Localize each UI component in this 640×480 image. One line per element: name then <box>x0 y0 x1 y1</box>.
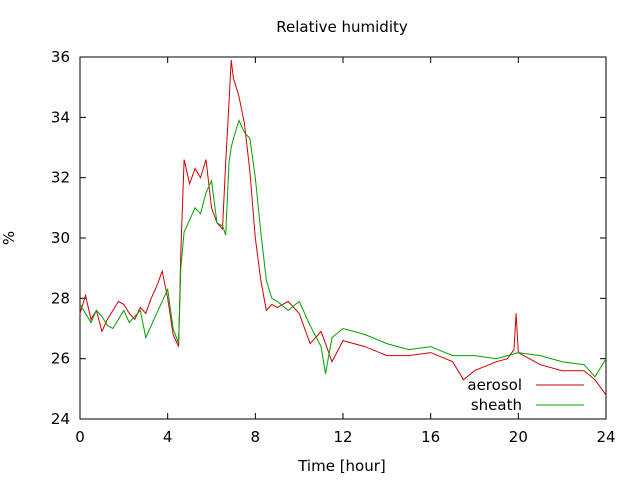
y-tick-label: 26 <box>51 350 70 368</box>
x-tick-label: 12 <box>333 428 352 446</box>
x-axis-ticks: 0 4 8 12 16 20 24 <box>75 57 616 446</box>
x-tick-label: 0 <box>75 428 85 446</box>
y-axis-label: % <box>0 231 18 245</box>
x-tick-label: 4 <box>163 428 173 446</box>
x-tick-label: 16 <box>421 428 440 446</box>
series-line-sheath <box>79 118 607 378</box>
y-tick-label: 24 <box>51 410 70 428</box>
plot-area <box>79 56 607 420</box>
y-tick-label: 32 <box>51 169 70 187</box>
chart-title: Relative humidity <box>276 18 408 36</box>
series-line-aerosol <box>79 59 607 396</box>
y-tick-label: 36 <box>51 48 70 66</box>
y-tick-label: 34 <box>51 108 70 126</box>
y-tick-label: 28 <box>51 289 70 307</box>
legend-label-sheath: sheath <box>471 396 522 414</box>
x-axis-label: Time [hour] <box>297 457 386 475</box>
series-layer <box>79 59 607 396</box>
x-tick-label: 20 <box>509 428 528 446</box>
legend-label-aerosol: aerosol <box>467 376 522 394</box>
y-axis-ticks: 24 26 28 30 32 34 36 <box>51 48 606 428</box>
plot-frame <box>79 56 607 420</box>
y-tick-label: 30 <box>51 229 70 247</box>
x-tick-label: 8 <box>251 428 261 446</box>
legend: aerosol sheath <box>467 376 584 414</box>
x-tick-label: 24 <box>596 428 615 446</box>
